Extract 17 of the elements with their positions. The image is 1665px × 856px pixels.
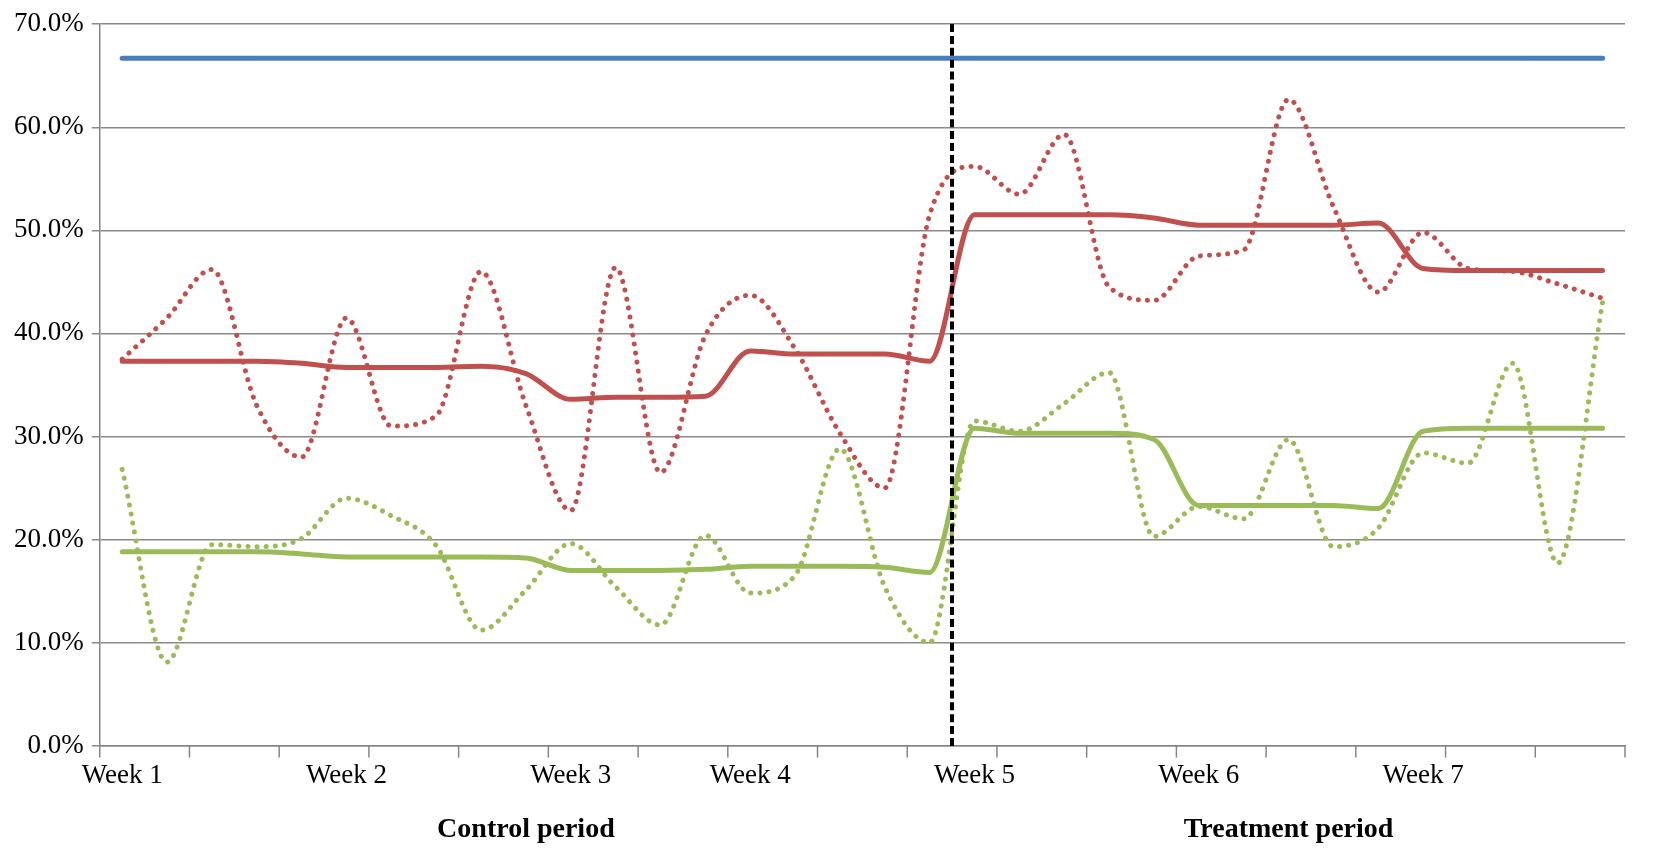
y-tick-label: 10.0% — [13, 625, 84, 656]
x-tick-label: Week 5 — [934, 758, 1016, 789]
y-tick-label: 50.0% — [13, 213, 84, 244]
x-tick-label: Week 7 — [1382, 758, 1464, 789]
x-tick-label: Week 1 — [81, 758, 163, 789]
y-tick-label: 70.0% — [13, 7, 84, 38]
text: Treatment period — [1183, 812, 1394, 844]
x-tick-label: Week 6 — [1158, 758, 1240, 789]
y-tick-label: 20.0% — [13, 522, 84, 553]
x-tick-label: Week 2 — [305, 758, 387, 789]
x-tick-label: Week 3 — [530, 758, 612, 789]
text: Control period — [437, 812, 616, 844]
y-tick-label: 40.0% — [13, 316, 84, 347]
x-tick-label: Week 4 — [709, 758, 792, 789]
y-tick-label: 0.0% — [27, 728, 84, 759]
y-tick-label: 30.0% — [13, 419, 84, 450]
y-tick-label: 60.0% — [13, 110, 84, 141]
